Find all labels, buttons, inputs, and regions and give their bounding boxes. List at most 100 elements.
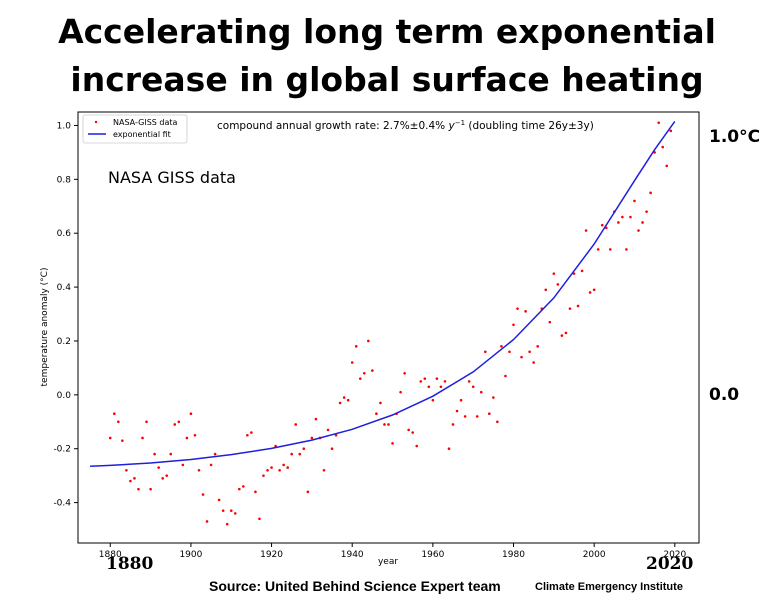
data-point: [629, 215, 632, 219]
data-point: [165, 474, 169, 477]
plot-frame: [77, 111, 700, 544]
growth-rate-suffix: (doubling time 26y±3y): [465, 120, 594, 132]
x-tick-label: 1900: [179, 550, 202, 560]
data-point: [371, 369, 374, 372]
data-point: [185, 436, 189, 440]
data-point: [576, 304, 580, 308]
data-point: [290, 452, 294, 456]
data-point: [262, 474, 265, 477]
data-point: [358, 377, 362, 380]
data-point: [330, 447, 334, 451]
data-point: [625, 248, 628, 251]
data-point: [367, 339, 370, 343]
data-point: [637, 229, 640, 232]
data-point: [229, 509, 233, 512]
data-point: [346, 398, 350, 402]
data-point: [617, 221, 620, 224]
right-label-zero: 0.0: [709, 385, 740, 405]
data-point: [407, 428, 410, 432]
data-point: [439, 385, 443, 389]
data-point: [112, 412, 116, 416]
data-point: [548, 320, 552, 324]
growth-rate-unit: y: [447, 120, 455, 132]
data-point: [193, 433, 197, 437]
data-point: [141, 436, 144, 440]
data-point: [496, 420, 499, 424]
data-point: [661, 145, 665, 149]
data-point: [217, 498, 221, 502]
data-point: [447, 447, 451, 451]
data-point: [153, 452, 156, 456]
data-point: [556, 283, 560, 286]
data-point: [669, 129, 673, 133]
data-point: [423, 377, 427, 380]
data-point: [246, 433, 249, 437]
data-point: [181, 463, 185, 467]
data-point: [391, 442, 394, 445]
data-point: [500, 345, 503, 348]
data-point: [125, 468, 128, 472]
data-point: [403, 371, 406, 375]
data-point: [197, 468, 201, 472]
data-point: [350, 361, 354, 364]
data-point: [520, 355, 523, 359]
legend-marker-data: [94, 120, 98, 124]
data-point: [266, 468, 269, 472]
data-point: [600, 223, 604, 227]
data-point: [322, 468, 326, 472]
x-tick-label: 2020: [663, 550, 686, 560]
x-tick-label: 1920: [260, 550, 283, 560]
data-point: [242, 485, 245, 488]
data-point: [399, 390, 402, 394]
data-point: [443, 380, 447, 383]
data-point: [137, 487, 140, 491]
exponential-fit-line: [90, 120, 676, 467]
data-point: [580, 269, 584, 273]
data-point: [524, 310, 527, 313]
data-point: [286, 466, 289, 469]
data-point: [189, 412, 193, 416]
data-point: [375, 412, 378, 416]
y-tick-label: 1.0: [57, 121, 72, 131]
data-point: [302, 447, 306, 451]
data-point: [117, 420, 120, 424]
y-tick-label: -0.4: [53, 499, 71, 509]
data-point: [157, 466, 160, 469]
data-point: [516, 307, 519, 310]
data-point: [512, 323, 515, 327]
data-point: [387, 423, 390, 426]
x-tick-label: 1980: [502, 550, 525, 560]
x-tick-label: 2000: [583, 550, 606, 560]
data-point: [298, 452, 302, 456]
data-point: [552, 272, 556, 275]
data-point: [596, 248, 600, 251]
data-point: [282, 463, 285, 467]
data-point: [121, 439, 124, 442]
data-point: [161, 477, 164, 480]
data-point: [488, 412, 491, 416]
title-line-1: Accelerating long term exponential: [58, 12, 716, 51]
growth-rate-prefix: compound annual growth rate: 2.7%±0.4%: [217, 120, 448, 132]
data-point: [431, 398, 435, 402]
data-point: [379, 401, 382, 405]
institute-credit: Climate Emergency Institute: [535, 581, 683, 593]
y-tick-label: 0.6: [57, 229, 72, 239]
data-point: [294, 423, 298, 426]
x-tick-label: 1960: [421, 550, 444, 560]
data-point: [657, 121, 660, 125]
data-point: [108, 436, 112, 440]
data-point: [411, 431, 414, 434]
y-ticks: -0.4 -0.2 0.0 0.2 0.4 0.6 0.8 1.0: [53, 121, 78, 509]
x-axis-label: year: [378, 557, 398, 567]
y-tick-label: 0.0: [57, 391, 72, 401]
data-point: [544, 288, 548, 292]
data-point: [201, 493, 205, 496]
data-point: [326, 428, 330, 432]
data-point: [314, 417, 318, 421]
data-point: [274, 444, 277, 448]
data-point: [528, 350, 531, 354]
data-point: [254, 490, 257, 494]
data-point: [237, 487, 241, 491]
data-point: [419, 380, 423, 383]
